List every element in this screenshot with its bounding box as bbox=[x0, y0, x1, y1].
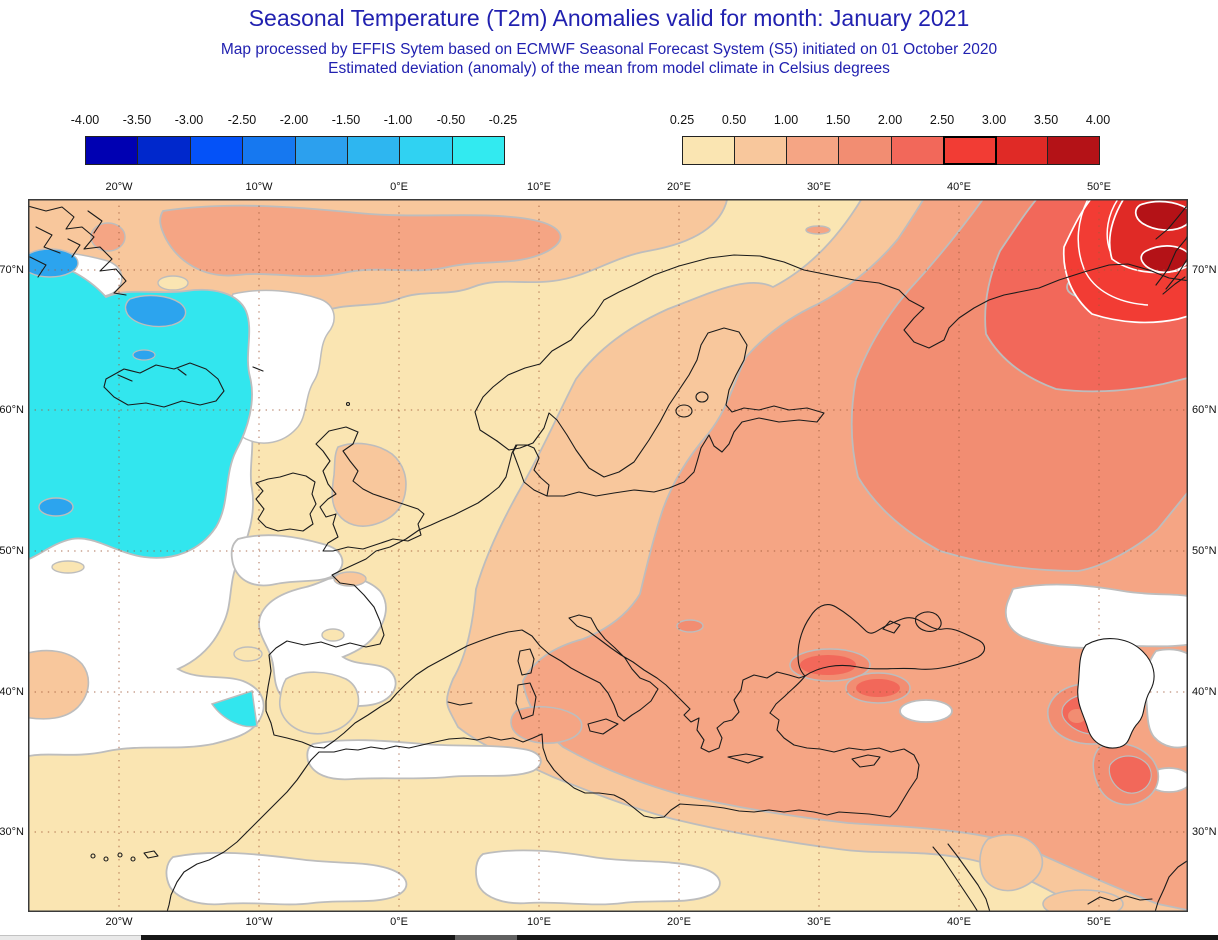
anomaly-map-svg bbox=[21, 194, 1193, 919]
britain-coastline bbox=[315, 426, 425, 552]
pos-scale-tick: 1.50 bbox=[825, 113, 851, 127]
neg-scale-tick: -1.00 bbox=[383, 113, 413, 127]
colorbar-cell bbox=[190, 137, 244, 164]
lon-label-top: 0°E bbox=[390, 181, 408, 193]
colorbar-cell bbox=[400, 137, 453, 164]
subtitle-line1: Map processed by EFFIS Sytem based on EC… bbox=[220, 41, 998, 58]
lat-label-right: 70°N bbox=[1192, 264, 1217, 276]
neg-scale-tick: -1.50 bbox=[331, 113, 361, 127]
lon-label-top: 20°W bbox=[105, 181, 133, 193]
page-title: Seasonal Temperature (T2m) Anomalies val… bbox=[248, 5, 970, 31]
neg-scale-tick: -2.50 bbox=[227, 113, 257, 127]
caspian-coastline bbox=[1077, 638, 1155, 749]
subtitle-line2: Estimated deviation (anomaly) of the mea… bbox=[328, 60, 890, 77]
baltic-coastline bbox=[496, 327, 825, 497]
cyprus-coastline bbox=[851, 754, 881, 768]
pos-scale-tick: 3.50 bbox=[1033, 113, 1059, 127]
canary-islands bbox=[90, 850, 159, 862]
lat-label-left: 40°N bbox=[0, 686, 24, 698]
lon-label-bottom: 0°E bbox=[390, 916, 408, 928]
colorbar-cell bbox=[452, 137, 504, 164]
anomaly-map bbox=[21, 194, 1193, 919]
pos-scale-tick: 4.00 bbox=[1085, 113, 1111, 127]
colorbar-cell bbox=[347, 137, 401, 164]
colorbar-cell bbox=[942, 136, 997, 165]
negative-colorbar bbox=[85, 136, 505, 165]
lon-label-bottom: 10°E bbox=[527, 916, 551, 928]
scandinavia-arctic-coastline bbox=[474, 254, 1191, 442]
pos-scale-tick: 2.50 bbox=[929, 113, 955, 127]
lon-label-top: 20°E bbox=[667, 181, 691, 193]
colorbar-cell bbox=[787, 137, 840, 164]
window-bottom-bar bbox=[0, 935, 1218, 940]
lon-label-bottom: 50°E bbox=[1087, 916, 1111, 928]
pos-scale-tick: 0.50 bbox=[721, 113, 747, 127]
neg-scale-tick: -0.25 bbox=[488, 113, 518, 127]
neg-scale-tick: -3.50 bbox=[122, 113, 152, 127]
pos-scale-tick: 3.00 bbox=[981, 113, 1007, 127]
bottom-bar-left-segment bbox=[0, 935, 141, 940]
colorbar-cell bbox=[735, 137, 788, 164]
graticule bbox=[28, 199, 1188, 912]
pos-scale-tick: 2.00 bbox=[877, 113, 903, 127]
colorbar-cell bbox=[891, 137, 944, 164]
lon-label-top: 40°E bbox=[947, 181, 971, 193]
lat-label-right: 30°N bbox=[1192, 826, 1217, 838]
positive-colorbar bbox=[682, 136, 1100, 165]
pos-scale-tick: 1.00 bbox=[773, 113, 799, 127]
lat-label-left: 60°N bbox=[0, 404, 24, 416]
lat-label-right: 50°N bbox=[1192, 545, 1217, 557]
colorbar-cell bbox=[86, 137, 139, 164]
lon-label-bottom: 10°W bbox=[245, 916, 273, 928]
colorbar-cell bbox=[839, 137, 892, 164]
redsea-coastline bbox=[932, 846, 979, 913]
aegean-coastline bbox=[769, 675, 806, 714]
colorbar-cell bbox=[295, 137, 348, 164]
lat-label-right: 40°N bbox=[1192, 686, 1217, 698]
neg-scale-tick: -3.00 bbox=[174, 113, 204, 127]
lat-label-left: 30°N bbox=[0, 826, 24, 838]
lon-label-bottom: 30°E bbox=[807, 916, 831, 928]
sardinia-coastline bbox=[515, 682, 537, 720]
persian-gulf-coastline bbox=[1154, 858, 1191, 913]
lat-label-right: 60°N bbox=[1192, 404, 1217, 416]
lon-label-top: 10°E bbox=[527, 181, 551, 193]
scrollbar-thumb[interactable] bbox=[455, 935, 517, 940]
coastlines bbox=[23, 204, 1191, 913]
colorbar-cell bbox=[138, 137, 191, 164]
neg-scale-tick: -2.00 bbox=[279, 113, 309, 127]
cold-regions bbox=[21, 222, 258, 728]
lon-label-top: 50°E bbox=[1087, 181, 1111, 193]
colorbar-cell bbox=[1047, 137, 1099, 164]
lon-label-top: 30°E bbox=[807, 181, 831, 193]
local-patches bbox=[23, 275, 1160, 919]
iceland-coastline bbox=[103, 362, 225, 408]
corsica-coastline bbox=[517, 648, 535, 676]
lon-label-top: 10°W bbox=[245, 181, 273, 193]
greenland-coastline bbox=[23, 204, 127, 296]
pos-scale-tick: 0.25 bbox=[669, 113, 695, 127]
lon-label-bottom: 20°E bbox=[667, 916, 691, 928]
colorbar-cell bbox=[683, 137, 736, 164]
lat-label-left: 50°N bbox=[0, 545, 24, 557]
crete-coastline bbox=[727, 753, 764, 764]
lowcountries-coastline bbox=[418, 444, 517, 531]
sicily-coastline bbox=[587, 718, 619, 735]
bottom-bar-dark-segment bbox=[141, 935, 1218, 940]
colorbar-cell bbox=[243, 137, 296, 164]
map-frame bbox=[28, 199, 1188, 912]
fill-regions bbox=[23, 194, 1193, 913]
lat-label-left: 70°N bbox=[0, 264, 24, 276]
colorbar-cell bbox=[995, 137, 1048, 164]
ireland-coastline bbox=[255, 472, 317, 532]
neg-scale-tick: -0.50 bbox=[436, 113, 466, 127]
lon-label-bottom: 20°W bbox=[105, 916, 133, 928]
neg-scale-tick: -4.00 bbox=[70, 113, 100, 127]
lon-label-bottom: 40°E bbox=[947, 916, 971, 928]
turkey-africa-coastline bbox=[166, 712, 920, 913]
france-iberia-coastline bbox=[265, 529, 806, 753]
